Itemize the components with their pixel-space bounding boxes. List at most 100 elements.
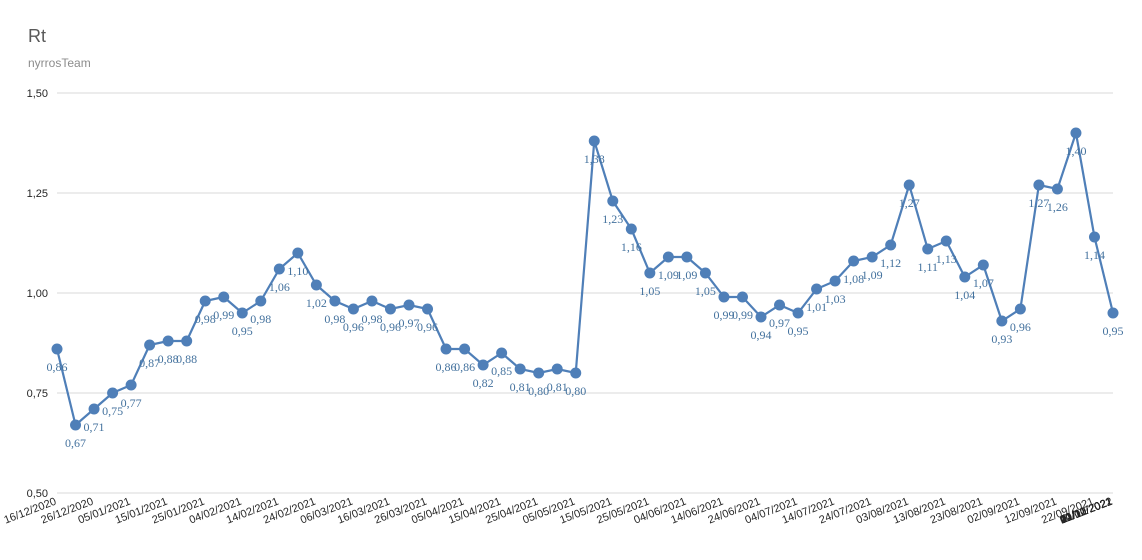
data-label: 0,99 (213, 308, 234, 322)
data-point (51, 343, 63, 355)
data-point (403, 299, 415, 311)
data-label: 0,80 (565, 384, 586, 398)
data-point (644, 267, 656, 279)
data-point (329, 295, 341, 307)
data-label: 0,86 (454, 360, 475, 374)
data-label: 0,80 (528, 384, 549, 398)
data-labels: 0,860,670,710,750,770,870,880,880,980,99… (47, 144, 1124, 450)
data-point (570, 367, 582, 379)
data-label: 1,40 (1065, 144, 1086, 158)
data-label: 0,99 (732, 308, 753, 322)
data-label: 0,71 (84, 420, 105, 434)
data-point (384, 303, 396, 315)
data-point (533, 367, 545, 379)
data-label: 1,16 (621, 240, 642, 254)
data-label: 1,26 (1047, 200, 1068, 214)
data-label: 0,96 (1010, 320, 1031, 334)
data-label: 0,67 (65, 436, 86, 450)
data-point (774, 299, 786, 311)
data-label: 0,88 (158, 352, 179, 366)
data-point (366, 295, 378, 307)
data-point (273, 263, 285, 275)
data-label: 0,96 (417, 320, 438, 334)
data-point (625, 223, 637, 235)
data-label: 1,11 (917, 260, 938, 274)
y-axis-tick-labels: 0,50 0,75 1,00 1,25 1,50 (27, 88, 48, 500)
data-label: 1,07 (973, 276, 994, 290)
data-point (125, 379, 137, 391)
data-point (681, 251, 693, 263)
data-label: 1,05 (639, 284, 660, 298)
data-label: 0,95 (232, 324, 253, 338)
series-line-rt (55, 132, 1115, 428)
chart-subtitle: nyrrosTeam (28, 56, 91, 70)
gridlines (57, 92, 1113, 494)
y-tick-label: 1,25 (27, 188, 48, 200)
data-point (588, 135, 600, 147)
data-point (107, 387, 119, 399)
chart-title: Rt (28, 26, 46, 46)
data-label: 1,03 (825, 292, 846, 306)
y-tick-label: 1,50 (27, 88, 48, 100)
data-point (903, 179, 915, 191)
data-point (977, 259, 989, 271)
data-point (144, 339, 156, 351)
data-point (718, 291, 730, 303)
data-label: 0,97 (399, 316, 420, 330)
data-label: 1,10 (287, 264, 308, 278)
data-label: 0,86 (436, 360, 457, 374)
data-label: 0,77 (121, 396, 142, 410)
data-label: 1,02 (306, 296, 327, 310)
data-point (662, 251, 674, 263)
data-point (1051, 183, 1063, 195)
y-tick-label: 1,00 (27, 288, 48, 300)
data-label: 1,14 (1084, 248, 1105, 262)
data-label: 0,96 (380, 320, 401, 334)
data-label: 1,06 (269, 280, 290, 294)
data-point (922, 243, 934, 255)
data-label: 1,38 (584, 152, 605, 166)
data-point (422, 303, 434, 315)
data-label: 1,12 (880, 256, 901, 270)
data-label: 0,95 (788, 324, 809, 338)
data-point (811, 283, 823, 295)
data-point (181, 335, 193, 347)
data-label: 1,27 (899, 196, 920, 210)
data-point (736, 291, 748, 303)
y-tick-label: 0,50 (27, 488, 48, 500)
data-label: 0,95 (1103, 324, 1124, 338)
data-point (255, 295, 267, 307)
data-points (51, 127, 1119, 431)
data-label: 0,94 (751, 328, 772, 342)
data-label: 0,81 (510, 380, 531, 394)
data-point (848, 255, 860, 267)
data-point (1070, 127, 1082, 139)
data-point (236, 307, 248, 319)
data-label: 0,85 (491, 364, 512, 378)
data-point (218, 291, 230, 303)
data-point (699, 267, 711, 279)
data-point (885, 239, 897, 251)
data-label: 0,81 (547, 380, 568, 394)
data-label: 1,08 (843, 272, 864, 286)
data-point (755, 311, 767, 323)
data-label: 0,82 (473, 376, 494, 390)
data-point (199, 295, 211, 307)
data-point (514, 363, 526, 375)
data-point (866, 251, 878, 263)
data-label: 1,09 (658, 268, 679, 282)
data-label: 1,27 (1028, 196, 1049, 210)
data-label: 0,96 (343, 320, 364, 334)
data-point (162, 335, 174, 347)
data-point (292, 247, 304, 259)
data-point (829, 275, 841, 287)
data-label: 1,13 (936, 252, 957, 266)
data-label: 0,98 (324, 312, 345, 326)
x-axis-tick-labels: 16/12/202026/12/202005/01/202115/01/2021… (2, 496, 1114, 527)
data-label: 0,98 (195, 312, 216, 326)
data-point (996, 315, 1008, 327)
data-label: 0,88 (176, 352, 197, 366)
data-point (459, 343, 471, 355)
data-point (440, 343, 452, 355)
